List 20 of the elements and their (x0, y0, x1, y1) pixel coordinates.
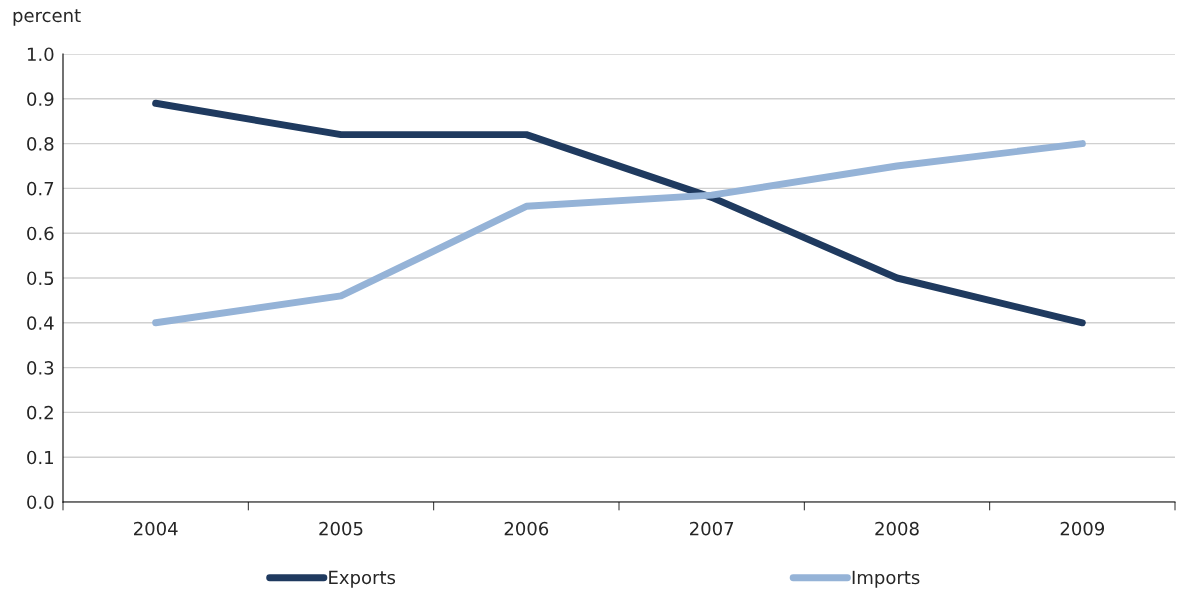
x-tick-label: 2007 (690, 521, 734, 536)
y-tick-label: 0.0 (27, 495, 54, 510)
x-tick-label: 2008 (875, 521, 919, 536)
legend-label: Exports (329, 570, 396, 588)
y-tick-label: 1.0 (27, 47, 54, 62)
y-tick-label: 0.3 (27, 361, 54, 375)
x-tick-label: 2004 (134, 521, 178, 536)
x-tick-label: 2009 (1060, 521, 1105, 536)
y-tick-label: 0.9 (27, 92, 54, 106)
y-tick-label: 0.2 (27, 405, 53, 420)
y-tick-label: 0.6 (27, 226, 54, 241)
x-tick-label: 2006 (504, 521, 549, 536)
x-tick-label: 2005 (319, 521, 363, 536)
y-axis-title: percent (13, 9, 81, 26)
y-tick-label: 0.1 (27, 450, 53, 465)
y-tick-label: 0.4 (27, 316, 54, 330)
y-tick-label: 0.8 (27, 137, 54, 151)
y-tick-label: 0.7 (27, 181, 54, 196)
y-tick-label: 0.5 (27, 271, 54, 286)
legend-label: Imports (852, 570, 920, 588)
